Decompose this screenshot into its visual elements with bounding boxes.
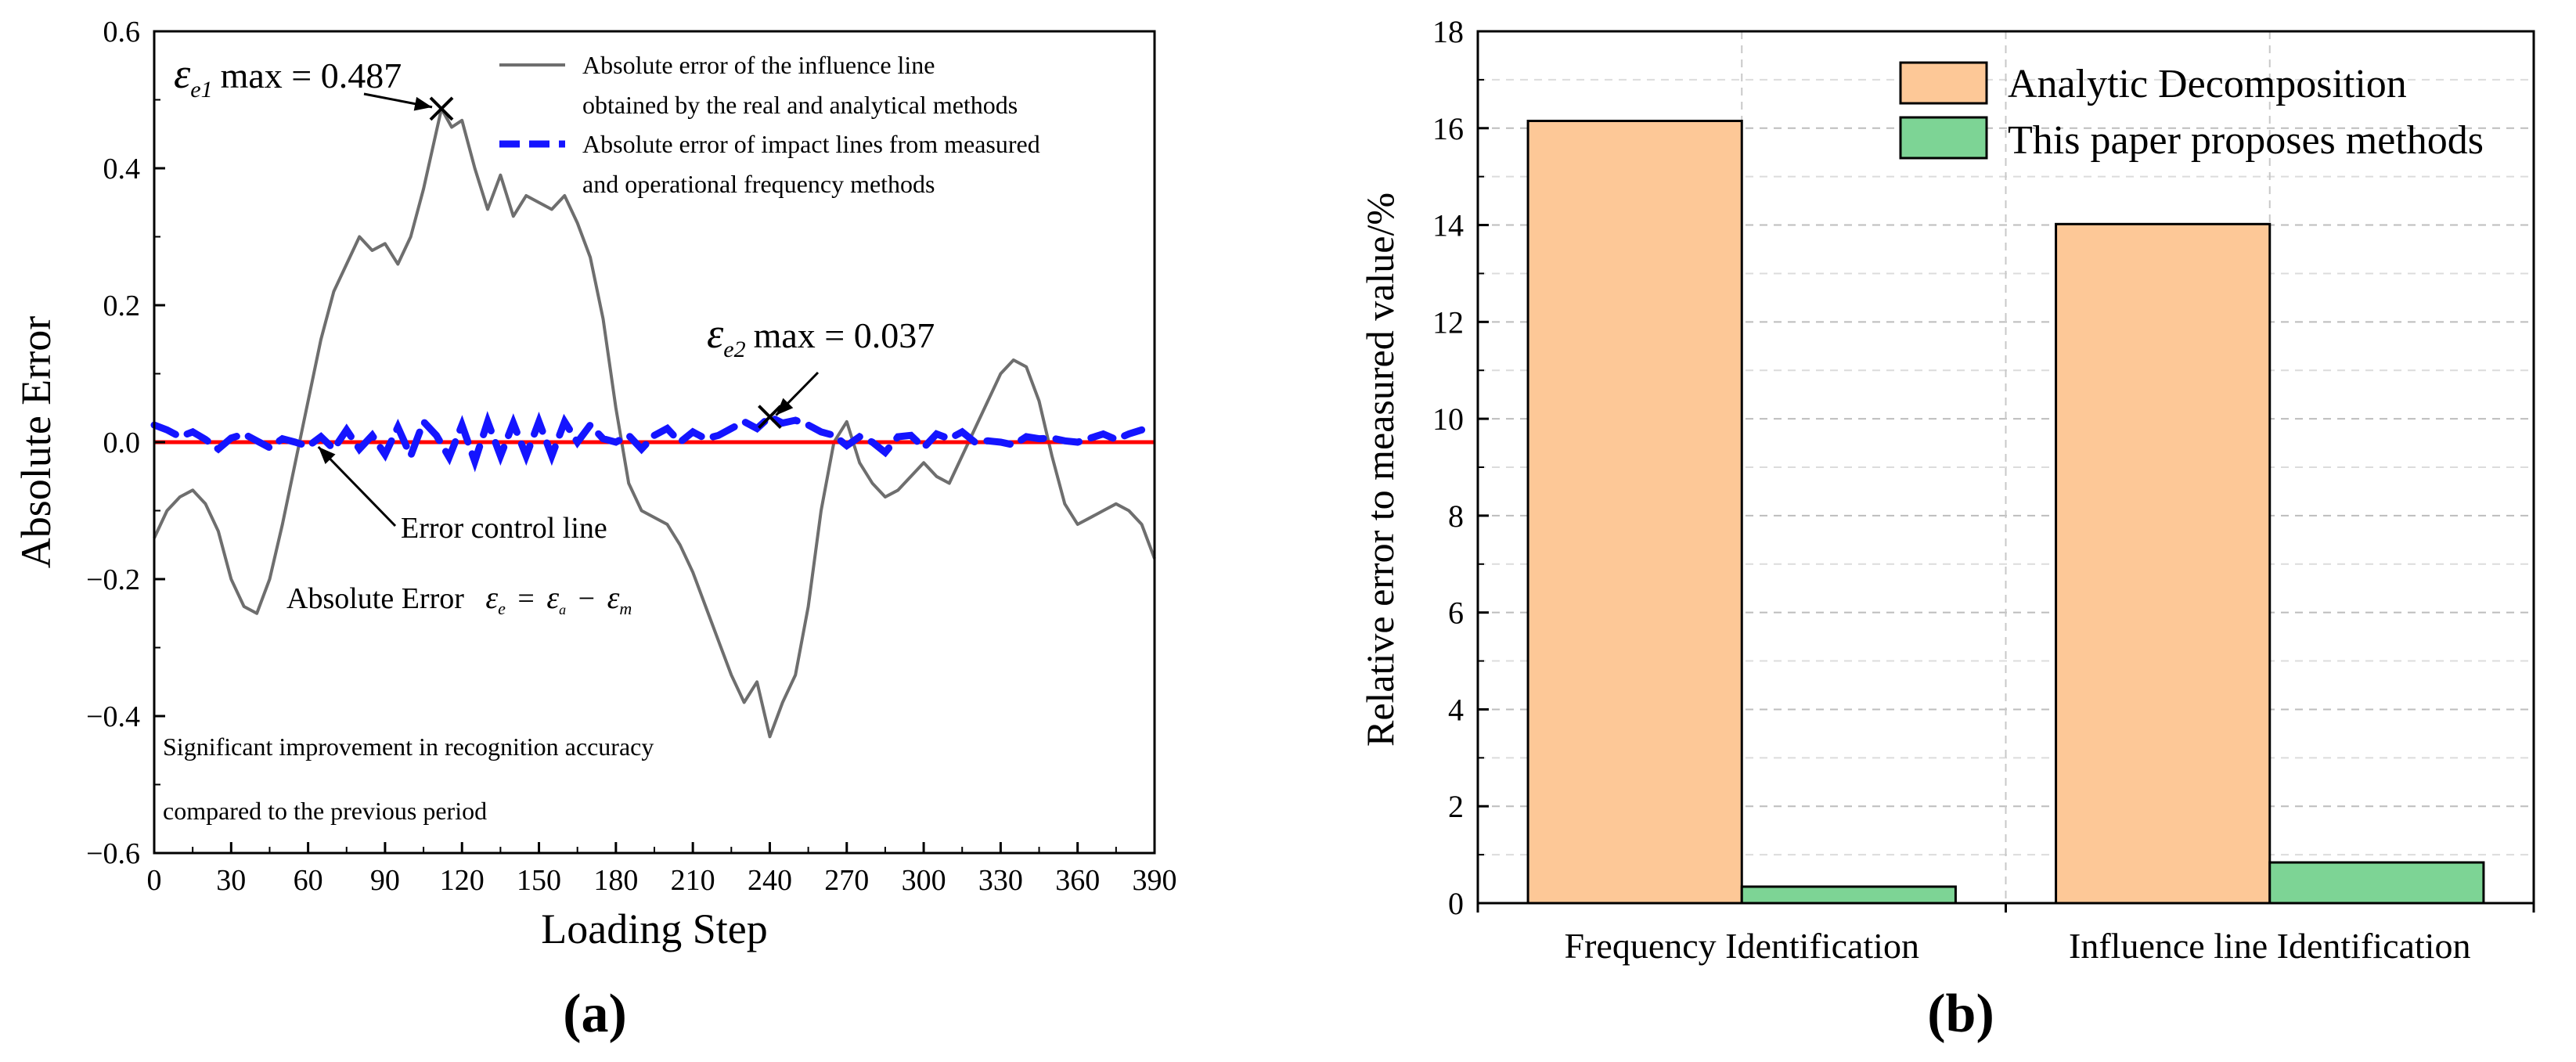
y-tick-label: 4 [1448,692,1464,727]
panel-b-bar-chart: 0 2 4 6 8 10 12 14 16 18 Frequency Identification I… [1358,14,2535,1044]
control-line-arrow-head [318,447,336,465]
panel-b-ticks: 0 2 4 6 8 10 12 14 16 18 Frequency Identification I… [1432,14,2535,966]
improvement-note-line1: Significant improvement in recognition a… [163,733,654,761]
panel-b-bars [1526,119,2485,905]
x-tick-label: 90 [370,864,400,897]
improvement-note-line2: compared to the previous period [163,797,487,825]
y-tick-label: −0.4 [86,700,140,733]
control-line-label: Error control line [401,512,607,545]
emax1-arrow-head [413,96,433,111]
legend-label-analytic-decomposition: Analytic Decomposition [2008,62,2407,106]
y-tick-label: 18 [1432,14,1464,49]
x-tick-label: 390 [1133,864,1177,897]
emax2-arrow-head [776,398,794,416]
y-tick-label: 2 [1448,789,1464,824]
legend-label-proposed-methods: This paper proposes methods [2008,118,2484,163]
bar-proposed-method [2268,861,2485,905]
panel-b-legend: Analytic Decomposition This paper propos… [1899,61,2484,163]
x-tick-label: 270 [824,864,869,897]
y-tick-label: 16 [1432,111,1464,146]
panel-a-x-axis-title: Loading Step [541,905,767,952]
emax2-label: εe2 max = 0.037 [707,310,935,362]
legend-swatch-analytic-decomposition [1899,61,1988,105]
legend-label-real-analytical-line1: Absolute error of the influence line [582,51,935,79]
y-tick-label: 0.2 [103,290,141,322]
series-real-analytical-error-line [153,106,1156,739]
emax1-marker [429,96,454,121]
x-tick-label: 360 [1055,864,1100,897]
panel-a-line-chart: 0 30 60 90 120 150 180 210 240 270 300 330 360 390 −0.… [13,16,1177,1044]
y-tick-label: −0.2 [86,563,140,596]
y-tick-label: 10 [1432,401,1464,437]
y-tick-label: 8 [1448,499,1464,534]
bar-analytic-decomposition [2055,222,2272,905]
y-tick-label: 0.4 [103,153,141,185]
legend-label-measured-operational-line1: Absolute error of impact lines from meas… [582,130,1040,158]
panel-b-y-axis-title: Relative error to measured value/% [1358,193,1402,747]
x-tick-label: 300 [902,864,946,897]
y-tick-label: 0.6 [103,16,141,49]
absolute-error-formula: Absolute Error εe = εa − εm [286,580,632,621]
panel-b-label: (b) [1927,984,1994,1044]
emax2-marker [758,405,782,430]
panel-a-ticks: 0 30 60 90 120 150 180 210 240 270 300 330 360 390 −0.… [86,16,1176,897]
legend-label-measured-operational-line2: and operational frequency methods [582,170,935,198]
x-category-label: Frequency Identification [1565,926,1919,966]
y-tick-label: 6 [1448,596,1464,631]
bar-proposed-method [1740,885,1957,905]
x-tick-label: 180 [593,864,638,897]
x-category-label: Influence line Identification [2069,926,2470,966]
x-tick-label: 330 [978,864,1023,897]
control-line-arrow [317,445,397,527]
panel-a-y-axis-title: Absolute Error [13,316,59,568]
series-measured-operational-error-line [150,411,1146,473]
x-tick-label: 150 [517,864,561,897]
x-tick-label: 210 [671,864,715,897]
x-tick-label: 30 [216,864,246,897]
legend-label-real-analytical-line2: obtained by the real and analytical meth… [582,91,1018,119]
emax1-label: εe1 max = 0.487 [174,50,402,103]
y-tick-label: 0.0 [103,427,141,459]
y-tick-label: −0.6 [86,837,140,870]
panel-a-label: (a) [563,984,627,1044]
bar-analytic-decomposition [1526,119,1743,905]
panel-a-annotations [317,92,820,527]
y-tick-label: 14 [1432,208,1464,243]
panel-a-legend: Absolute error of the influence line obt… [499,51,1040,198]
legend-swatch-proposed-methods [1899,116,1988,160]
x-tick-label: 60 [294,864,323,897]
x-tick-label: 0 [147,864,162,897]
x-tick-label: 240 [748,864,792,897]
panel-a-series [150,106,1156,739]
y-tick-label: 0 [1448,886,1464,921]
x-tick-label: 120 [440,864,485,897]
y-tick-label: 12 [1432,304,1464,340]
